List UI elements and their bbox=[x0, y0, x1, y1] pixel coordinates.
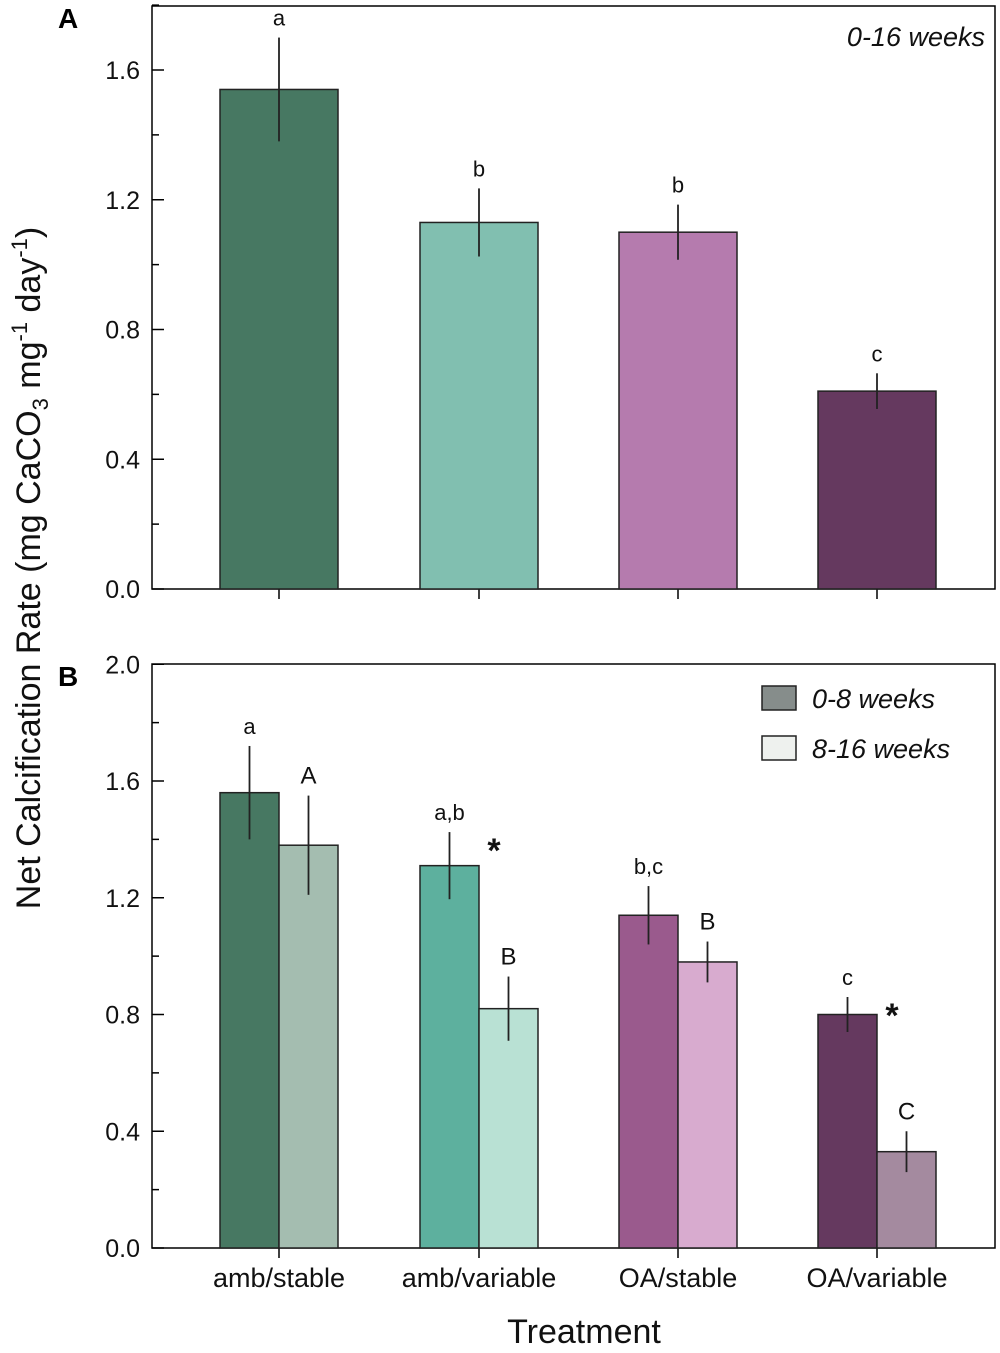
panel-b-y-axis: 0.0 0.4 0.8 1.2 1.6 2.0 bbox=[105, 651, 164, 1263]
panel-a-bars: a b b c bbox=[219, 6, 937, 599]
bar-8-16w-oa-stable bbox=[677, 961, 738, 1249]
legend-label-8-16-weeks: 8-16 weeks bbox=[812, 734, 950, 764]
legend: 0-8 weeks 8-16 weeks bbox=[761, 684, 950, 764]
y-axis-title-day: day bbox=[10, 258, 48, 322]
significance-letter: b bbox=[672, 173, 684, 198]
significance-letter: B bbox=[699, 909, 715, 936]
y-tick-label: 0.8 bbox=[105, 317, 140, 345]
significance-letter: c bbox=[872, 341, 883, 366]
y-axis-title-close: ) bbox=[10, 227, 48, 238]
y-axis-title: Net Calcification Rate (mg CaCO3 mg-1 da… bbox=[7, 227, 53, 909]
category-label: OA/stable bbox=[619, 1263, 738, 1293]
y-tick-label: 1.6 bbox=[105, 57, 140, 85]
significance-letter: A bbox=[300, 763, 316, 790]
y-tick-label: 1.2 bbox=[105, 187, 140, 215]
significance-letter: b bbox=[473, 156, 485, 181]
bar-8-16w-amb-variable bbox=[478, 1007, 539, 1249]
bar-amb-variable bbox=[419, 221, 539, 590]
significance-letter: B bbox=[500, 944, 516, 971]
panel-b-label: B bbox=[58, 661, 78, 692]
significance-asterisk: * bbox=[487, 832, 501, 870]
panel-b-bars: a a,b b,c c A B B C * * bbox=[219, 714, 937, 1258]
bar-0-8w-oa-variable bbox=[817, 1013, 878, 1249]
y-tick-label: 1.6 bbox=[105, 768, 140, 796]
significance-letter: a bbox=[243, 714, 256, 739]
bar-0-8w-amb-variable bbox=[419, 864, 480, 1249]
y-axis-title-superscript-2: -1 bbox=[7, 238, 32, 258]
bar-0-8w-oa-stable bbox=[618, 914, 679, 1249]
panel-a-y-axis: 0.0 0.4 0.8 1.2 1.6 bbox=[105, 4, 164, 604]
panel-b: B 0.0 0.4 0.8 1.2 1.6 2.0 a a,b b,c c A B B C * * 0-8 … bbox=[58, 651, 996, 1263]
significance-letter: a bbox=[273, 6, 286, 31]
y-tick-label: 0.0 bbox=[105, 576, 140, 604]
legend-label-0-8-weeks: 0-8 weeks bbox=[812, 684, 935, 714]
bar-oa-stable bbox=[618, 231, 738, 590]
y-axis-title-main: Net Calcification Rate (mg CaCO bbox=[10, 410, 48, 909]
significance-letter: a,b bbox=[434, 800, 465, 825]
legend-swatch-0-8-weeks bbox=[761, 685, 797, 711]
panel-a-period-label: 0-16 weeks bbox=[847, 22, 985, 52]
significance-letter: C bbox=[898, 1098, 915, 1125]
y-tick-label: 0.4 bbox=[105, 446, 140, 474]
legend-swatch-8-16-weeks bbox=[761, 735, 797, 761]
y-axis-title-mid: mg bbox=[10, 341, 48, 398]
y-tick-label: 0.0 bbox=[105, 1235, 140, 1263]
panel-a: A 0-16 weeks 0.0 0.4 0.8 1.2 1.6 a b b c bbox=[58, 3, 996, 604]
significance-letter: c bbox=[842, 965, 853, 990]
category-label: amb/stable bbox=[213, 1263, 345, 1293]
y-tick-label: 1.2 bbox=[105, 885, 140, 913]
bar-0-8w-amb-stable bbox=[219, 791, 280, 1249]
y-axis-title-subscript: 3 bbox=[28, 398, 53, 410]
bar-oa-variable bbox=[817, 390, 937, 590]
x-axis-title: Treatment bbox=[507, 1313, 661, 1351]
category-label: OA/variable bbox=[806, 1263, 947, 1293]
y-tick-label: 0.8 bbox=[105, 1002, 140, 1030]
bar-8-16w-amb-stable bbox=[278, 844, 339, 1249]
category-label: amb/variable bbox=[402, 1263, 557, 1293]
y-tick-label: 0.4 bbox=[105, 1118, 140, 1146]
significance-asterisk: * bbox=[885, 997, 899, 1035]
panel-a-frame bbox=[151, 5, 996, 590]
y-axis-title-superscript-1: -1 bbox=[7, 322, 32, 342]
bar-amb-stable bbox=[219, 88, 339, 590]
panel-a-label: A bbox=[58, 3, 78, 34]
y-tick-label: 2.0 bbox=[105, 651, 140, 679]
x-axis-category-labels: amb/stable amb/variable OA/stable OA/var… bbox=[213, 1263, 948, 1293]
significance-letter: b,c bbox=[634, 854, 663, 879]
